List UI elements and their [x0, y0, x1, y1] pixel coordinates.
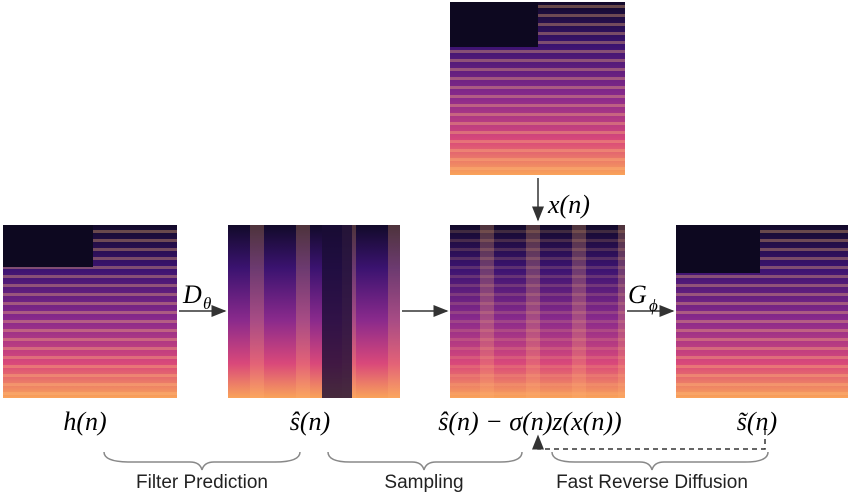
edge-label: D [182, 280, 202, 309]
stage-label: Filter Prediction [136, 472, 268, 493]
brace [103, 451, 301, 471]
node-label: ŝ(n) − σ(n)z(x(n)) [438, 407, 621, 436]
dashed-arrow [532, 430, 766, 450]
spectrograms [3, 2, 848, 398]
edge-subscript: θ [203, 294, 211, 313]
spectrogram-h [3, 225, 177, 398]
node-label: h(n) [63, 407, 106, 436]
node-label: ŝ(n) [290, 407, 330, 436]
spectrogram-sampled [450, 225, 625, 398]
spectrogram-s-tilde [676, 225, 848, 398]
node-label: s̃(n) [737, 407, 777, 436]
brace [327, 451, 523, 471]
spectrogram-s-hat [228, 225, 400, 398]
spectrogram-x [450, 2, 625, 175]
brace [551, 451, 769, 471]
braces [103, 451, 769, 471]
node-label: x(n) [547, 190, 590, 219]
arrows [179, 178, 766, 450]
stage-label: Fast Reverse Diffusion [556, 472, 748, 493]
stage-label: Sampling [384, 472, 463, 493]
edge-label: G [628, 280, 647, 309]
edge-subscript: ϕ [649, 296, 658, 315]
